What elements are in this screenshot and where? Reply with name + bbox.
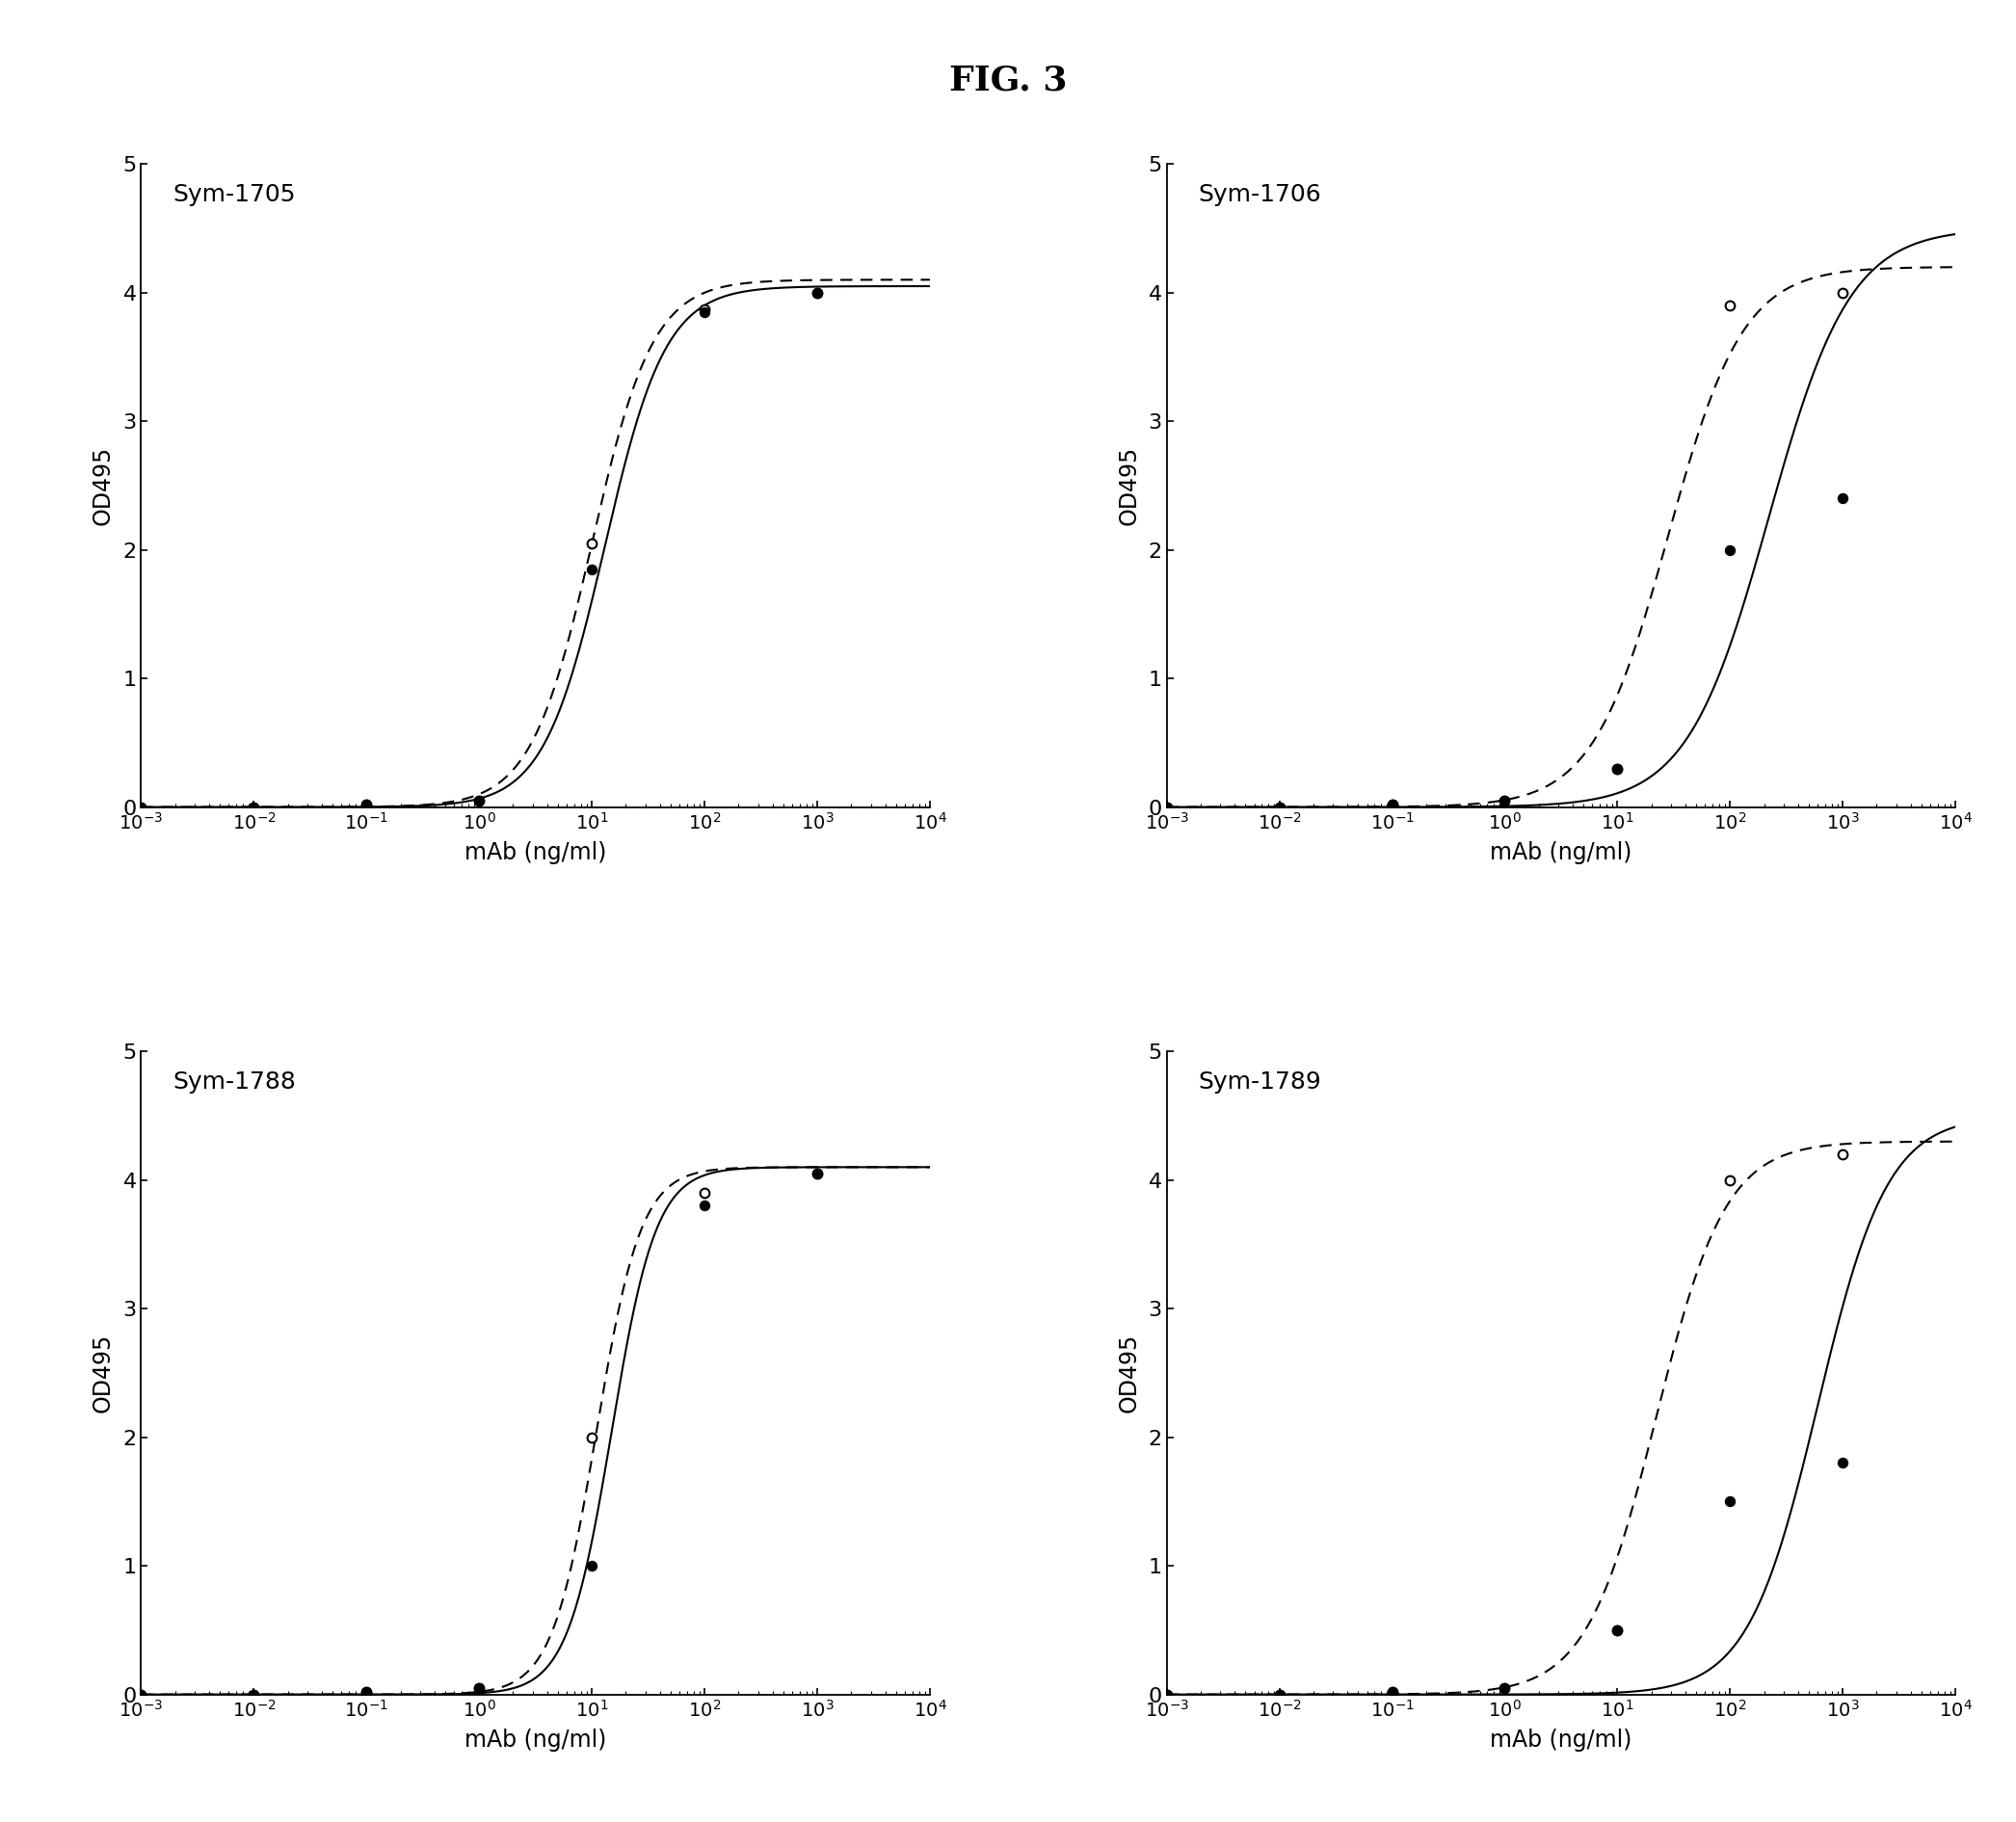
Text: Sym-1789: Sym-1789 <box>1198 1071 1320 1093</box>
Text: Sym-1788: Sym-1788 <box>173 1071 296 1093</box>
Y-axis label: OD495: OD495 <box>1117 1334 1141 1412</box>
Y-axis label: OD495: OD495 <box>1117 446 1141 525</box>
X-axis label: mAb (ng/ml): mAb (ng/ml) <box>1490 840 1633 864</box>
Y-axis label: OD495: OD495 <box>91 1334 115 1412</box>
Y-axis label: OD495: OD495 <box>91 446 115 525</box>
X-axis label: mAb (ng/ml): mAb (ng/ml) <box>464 840 607 864</box>
Text: Sym-1706: Sym-1706 <box>1198 184 1320 206</box>
Text: Sym-1705: Sym-1705 <box>173 184 296 206</box>
X-axis label: mAb (ng/ml): mAb (ng/ml) <box>1490 1729 1633 1751</box>
Text: FIG. 3: FIG. 3 <box>950 64 1066 97</box>
X-axis label: mAb (ng/ml): mAb (ng/ml) <box>464 1729 607 1751</box>
